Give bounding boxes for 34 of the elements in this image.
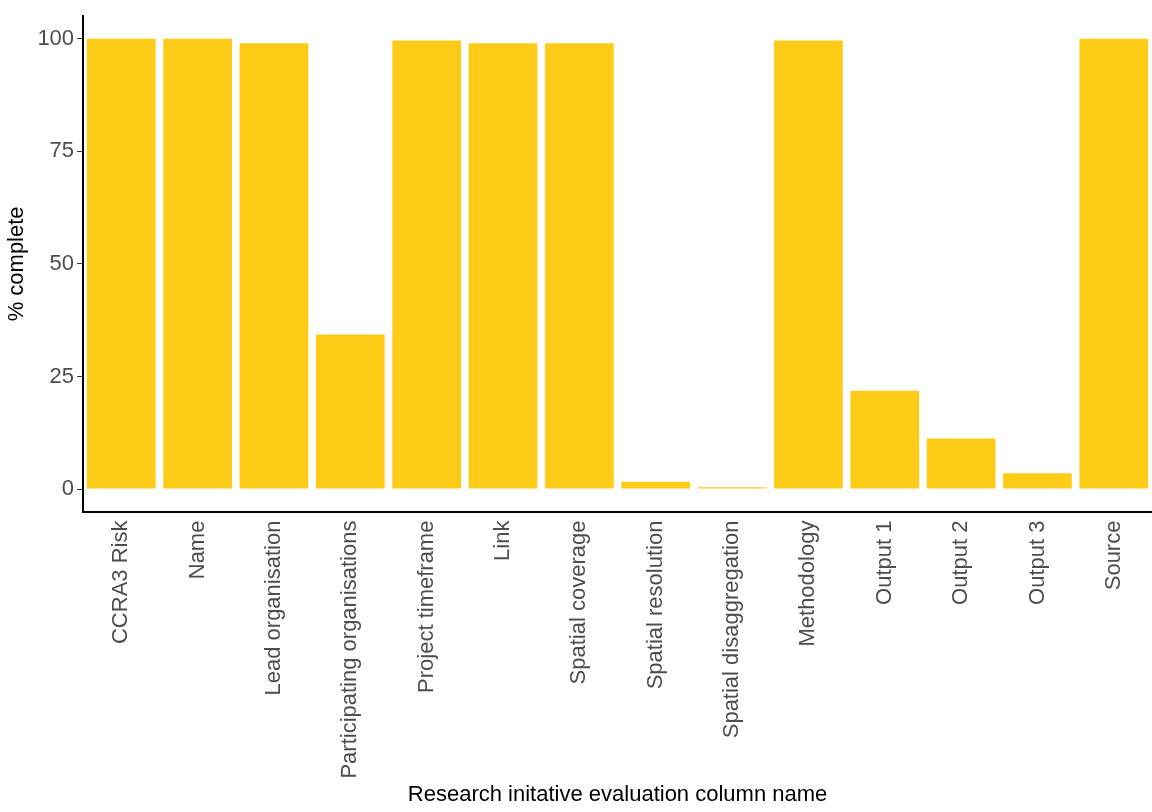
x-tick-label: Output 2 <box>947 520 973 605</box>
bar <box>545 43 614 489</box>
bar <box>86 38 156 489</box>
x-tick-label: Output 1 <box>870 520 896 605</box>
bar <box>392 40 462 489</box>
x-tick-label: Lead organisation <box>260 520 286 696</box>
bar <box>163 38 232 489</box>
x-tick-label: Link <box>489 519 515 561</box>
x-tick-label: Spatial coverage <box>565 520 591 685</box>
bar <box>315 334 385 489</box>
y-tick-label: 75 <box>49 137 75 163</box>
y-tick-label: 100 <box>37 24 75 50</box>
bar <box>926 438 996 489</box>
x-tick-label: Project timeframe <box>412 520 438 693</box>
x-tick-label: Participating organisations <box>336 520 362 779</box>
y-tick-label: 0 <box>61 475 75 501</box>
y-tick-label: 50 <box>49 249 75 275</box>
x-tick-label: Source <box>1099 520 1125 591</box>
x-tick-label: Methodology <box>794 520 820 647</box>
x-tick-label: Spatial resolution <box>641 520 667 690</box>
x-tick-label: Name <box>183 520 209 580</box>
bar <box>468 43 538 489</box>
bar <box>239 43 309 489</box>
x-tick-label: Spatial disaggregation <box>718 520 744 739</box>
bar <box>850 390 920 489</box>
bar <box>1079 38 1149 489</box>
bar <box>774 40 843 489</box>
x-axis-title: Research initative evaluation column name <box>407 780 828 806</box>
y-tick-label: 25 <box>49 362 75 388</box>
x-tick-label: Output 3 <box>1023 520 1049 605</box>
bar <box>1003 473 1072 489</box>
x-tick-label: CCRA3 Risk <box>107 519 133 645</box>
y-axis-title: % complete <box>3 206 29 322</box>
bar <box>621 481 691 489</box>
